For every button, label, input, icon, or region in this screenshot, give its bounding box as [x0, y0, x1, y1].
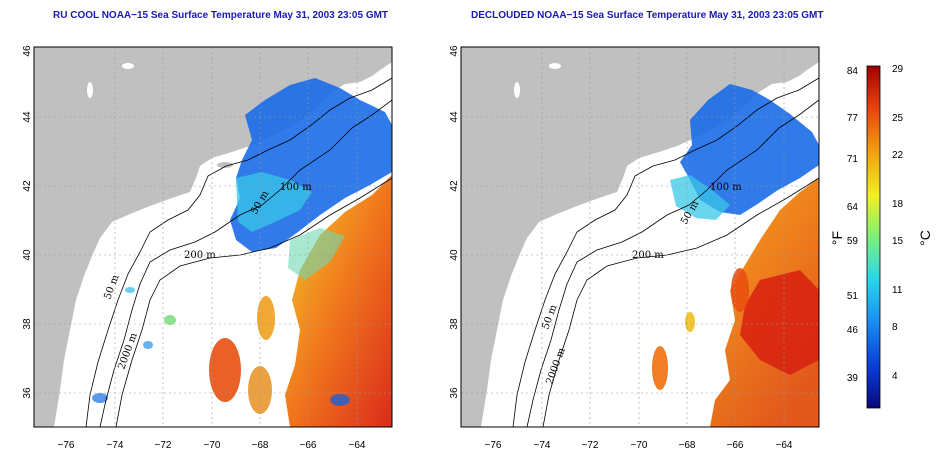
- right-land: [461, 47, 819, 427]
- right-lon-tick: −66: [727, 440, 744, 451]
- colorbar-f-label: 59: [847, 236, 859, 247]
- colorbar-f-label: 51: [847, 291, 859, 302]
- right-lake: [549, 63, 561, 69]
- right-lat-tick: 36: [449, 387, 460, 399]
- colorbar-c-label: 22: [892, 150, 904, 161]
- left-lon-tick: −72: [155, 440, 172, 451]
- left-lat-ticks: 46 44 42 40 38 36: [22, 45, 33, 399]
- left-lat-tick: 36: [22, 387, 33, 399]
- left-lon-tick: −64: [349, 440, 366, 451]
- right-lon-tick: −74: [534, 440, 551, 451]
- colorbar-c-label: 4: [892, 371, 898, 382]
- colorbar-gradient: [866, 65, 881, 409]
- left-cool-patch: [164, 315, 176, 325]
- right-lat-ticks: 46 44 42 40 38 36: [449, 45, 460, 399]
- colorbar-unit-celsius: °C: [917, 230, 933, 246]
- left-bathymetry-contours: [85, 77, 392, 427]
- left-cool-patch: [330, 394, 350, 406]
- colorbar-c-label: 8: [892, 322, 898, 333]
- right-warm-patch: [652, 346, 668, 390]
- left-warm-patch: [209, 338, 241, 402]
- left-lat-tick: 38: [22, 318, 33, 330]
- colorbar-unit-fahrenheit: °F: [829, 231, 845, 245]
- right-map-frame: [460, 46, 820, 428]
- left-warm-patch: [257, 296, 275, 340]
- colorbar-fahrenheit-labels: 84 77 71 64 59 51 46 39: [847, 66, 859, 384]
- right-lat-tick: 46: [449, 45, 460, 57]
- left-lon-ticks: −76 −74 −72 −70 −68 −66 −64: [58, 440, 366, 451]
- left-grid: [34, 47, 392, 427]
- colorbar-f-label: 71: [847, 154, 859, 165]
- left-contour-label-200m: 200 m: [184, 250, 216, 261]
- left-warm-water: [285, 175, 392, 427]
- colorbar-c-label: 15: [892, 236, 904, 247]
- colorbar-f-label: 46: [847, 325, 859, 336]
- left-lon-tick: −66: [300, 440, 317, 451]
- left-lat-tick: 40: [22, 249, 33, 261]
- left-cool-patch: [143, 341, 153, 349]
- right-map: 100 m 200 m 50 m 2000 m 50 m 46 44 42 40…: [449, 45, 820, 451]
- right-hot-core: [740, 270, 819, 375]
- left-lake: [87, 82, 93, 98]
- right-lat-tick: 40: [449, 249, 460, 261]
- right-lon-tick: −70: [631, 440, 648, 451]
- left-lat-tick: 44: [22, 111, 33, 123]
- left-land: [34, 47, 392, 427]
- left-lon-tick: −70: [204, 440, 221, 451]
- left-island: [217, 162, 233, 168]
- right-grid: [461, 47, 819, 427]
- colorbar-celsius-labels: 29 25 22 18 15 11 8 4: [892, 64, 904, 382]
- left-map-frame: [33, 46, 393, 428]
- right-lake: [514, 82, 520, 98]
- colorbar-c-label: 29: [892, 64, 904, 75]
- right-contour-label-100m: 100 m: [710, 182, 742, 193]
- left-lon-tick: −76: [58, 440, 75, 451]
- left-lon-tick: −68: [252, 440, 269, 451]
- colorbar-c-label: 11: [892, 285, 903, 296]
- right-lat-tick: 38: [449, 318, 460, 330]
- right-warm-patch: [731, 268, 749, 312]
- colorbar-c-label: 25: [892, 113, 904, 124]
- right-bathymetry-contours: [512, 77, 819, 427]
- colorbar-f-label: 64: [847, 202, 859, 213]
- right-lat-tick: 44: [449, 111, 460, 123]
- right-cyan-water: [670, 175, 730, 220]
- left-lake: [122, 63, 134, 69]
- left-lat-tick: 46: [22, 45, 33, 57]
- colorbar-c-label: 18: [892, 199, 904, 210]
- left-cool-patch: [125, 287, 135, 293]
- left-lat-tick: 42: [22, 180, 33, 192]
- right-map-title: DECLOUDED NOAA−15 Sea Surface Temperatur…: [471, 10, 824, 21]
- left-map-title: RU COOL NOAA−15 Sea Surface Temperature …: [53, 10, 389, 21]
- right-lon-ticks: −76 −74 −72 −70 −68 −66 −64: [485, 440, 793, 451]
- colorbar-f-label: 77: [847, 113, 859, 124]
- right-lon-tick: −72: [582, 440, 599, 451]
- right-lat-tick: 42: [449, 180, 460, 192]
- left-map: 100 m 200 m 50 m 2000 m 50 m 46 44 42 40…: [22, 45, 393, 451]
- left-mixed-water: [288, 228, 345, 280]
- left-cool-patch: [92, 393, 108, 403]
- right-lon-tick: −68: [679, 440, 696, 451]
- left-contour-label-100m: 100 m: [280, 182, 312, 193]
- right-warm-patch: [685, 312, 695, 332]
- colorbar: 84 77 71 64 59 51 46 39 29 25 22 18 15 1…: [829, 64, 933, 409]
- left-cyan-water: [236, 172, 312, 232]
- right-lon-tick: −64: [776, 440, 793, 451]
- right-lon-tick: −76: [485, 440, 502, 451]
- left-warm-patch: [248, 366, 272, 414]
- colorbar-f-label: 39: [847, 373, 859, 384]
- right-contour-label-200m: 200 m: [632, 250, 664, 261]
- left-lon-tick: −74: [107, 440, 124, 451]
- colorbar-f-label: 84: [847, 66, 859, 77]
